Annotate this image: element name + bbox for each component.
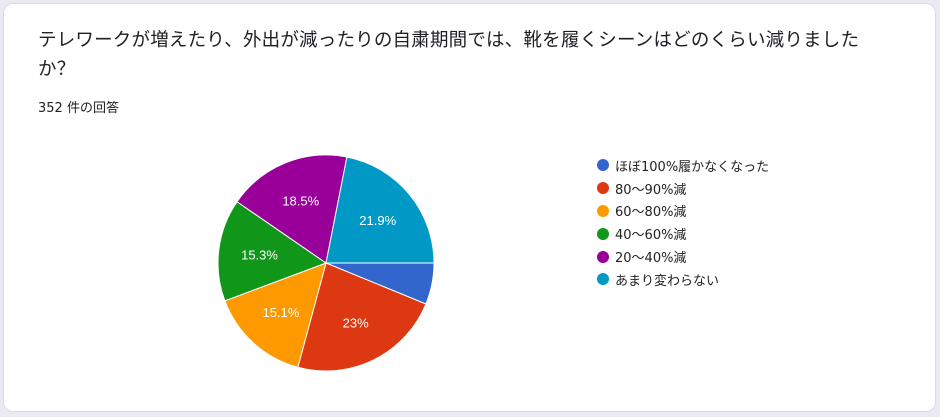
pie-chart: 23% 15.1% 15.3% 18.5% 21.9% bbox=[217, 154, 435, 372]
legend-dot-icon bbox=[597, 227, 609, 240]
legend-label: 20〜40%減 bbox=[615, 251, 687, 267]
legend-item[interactable]: あまり変わらない bbox=[597, 268, 769, 291]
legend-item[interactable]: 60〜80%減 bbox=[597, 200, 769, 223]
response-count: 352 件の回答 bbox=[38, 101, 119, 116]
pie-slice[interactable] bbox=[217, 201, 328, 302]
legend-dot-icon bbox=[597, 182, 609, 195]
slice-label: 21.9% bbox=[359, 213, 396, 228]
legend-dot-icon bbox=[597, 204, 609, 217]
slice-label: 15.1% bbox=[262, 305, 299, 320]
legend-item[interactable]: 40〜60%減 bbox=[597, 222, 769, 245]
legend-dot-icon bbox=[597, 273, 609, 286]
legend-label: あまり変わらない bbox=[615, 273, 720, 289]
pie-slice[interactable] bbox=[325, 156, 435, 264]
pie-slice[interactable] bbox=[297, 262, 427, 372]
slice-label: 18.5% bbox=[282, 193, 319, 208]
slice-label: 15.3% bbox=[241, 247, 278, 262]
legend-item[interactable]: ほぼ100%履かなくなった bbox=[597, 154, 769, 177]
question-card: テレワークが増えたり、外出が減ったりの自粛期間では、靴を履くシーンはどのくらい減… bbox=[3, 3, 936, 412]
legend-label: 40〜60%減 bbox=[615, 228, 687, 244]
legend-dot-icon bbox=[597, 159, 609, 172]
legend-item[interactable]: 20〜40%減 bbox=[597, 245, 769, 268]
question-title: テレワークが増えたり、外出が減ったりの自粛期間では、靴を履くシーンはどのくらい減… bbox=[38, 30, 860, 80]
pie-slice[interactable] bbox=[236, 154, 348, 264]
legend-label: ほぼ100%履かなくなった bbox=[615, 159, 770, 175]
chart-legend: ほぼ100%履かなくなった 80〜90%減 60〜80%減 40〜60%減 20〜40%… bbox=[597, 154, 769, 291]
legend-item[interactable]: 80〜90%減 bbox=[597, 177, 769, 200]
legend-label: 60〜80%減 bbox=[615, 205, 687, 221]
legend-label: 80〜90%減 bbox=[615, 182, 687, 198]
pie-slice[interactable] bbox=[224, 262, 327, 368]
legend-dot-icon bbox=[597, 250, 609, 263]
slice-label: 23% bbox=[343, 316, 369, 331]
